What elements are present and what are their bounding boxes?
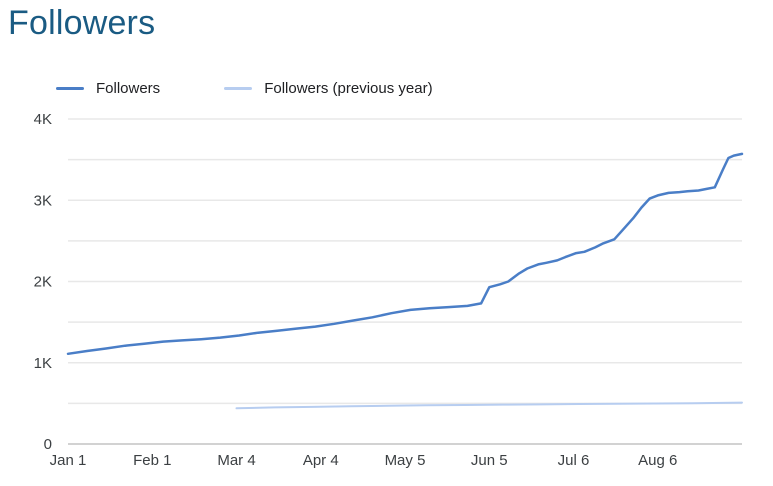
followers-line-swatch xyxy=(56,87,84,90)
x-tick-label: Feb 1 xyxy=(133,452,171,469)
y-tick-label: 2K xyxy=(34,274,52,291)
legend-label-previous-year: Followers (previous year) xyxy=(264,80,433,97)
followers-line[interactable] xyxy=(66,152,744,356)
y-tick-label: 0 xyxy=(44,436,52,453)
y-tick-label: 4K xyxy=(34,111,52,128)
x-tick-label: Jan 1 xyxy=(50,452,87,469)
legend-item-previous-year[interactable]: Followers (previous year) xyxy=(224,80,433,97)
page-title: Followers xyxy=(8,4,156,42)
y-tick-label: 1K xyxy=(34,355,52,372)
x-tick-label: Mar 4 xyxy=(217,452,255,469)
x-tick-label: Jun 5 xyxy=(471,452,508,469)
legend-item-followers[interactable]: Followers xyxy=(56,80,160,97)
y-tick-label: 3K xyxy=(34,192,52,209)
legend-label-followers: Followers xyxy=(96,80,161,97)
previous-year-line[interactable] xyxy=(235,401,743,410)
chart-legend: Followers Followers (previous year) xyxy=(56,80,433,97)
x-tick-label: Aug 6 xyxy=(638,452,677,469)
x-tick-label: May 5 xyxy=(385,452,426,469)
previous-year-line-swatch xyxy=(224,87,253,90)
x-tick-label: Jul 6 xyxy=(558,452,590,469)
x-tick-label: Apr 4 xyxy=(303,452,339,469)
